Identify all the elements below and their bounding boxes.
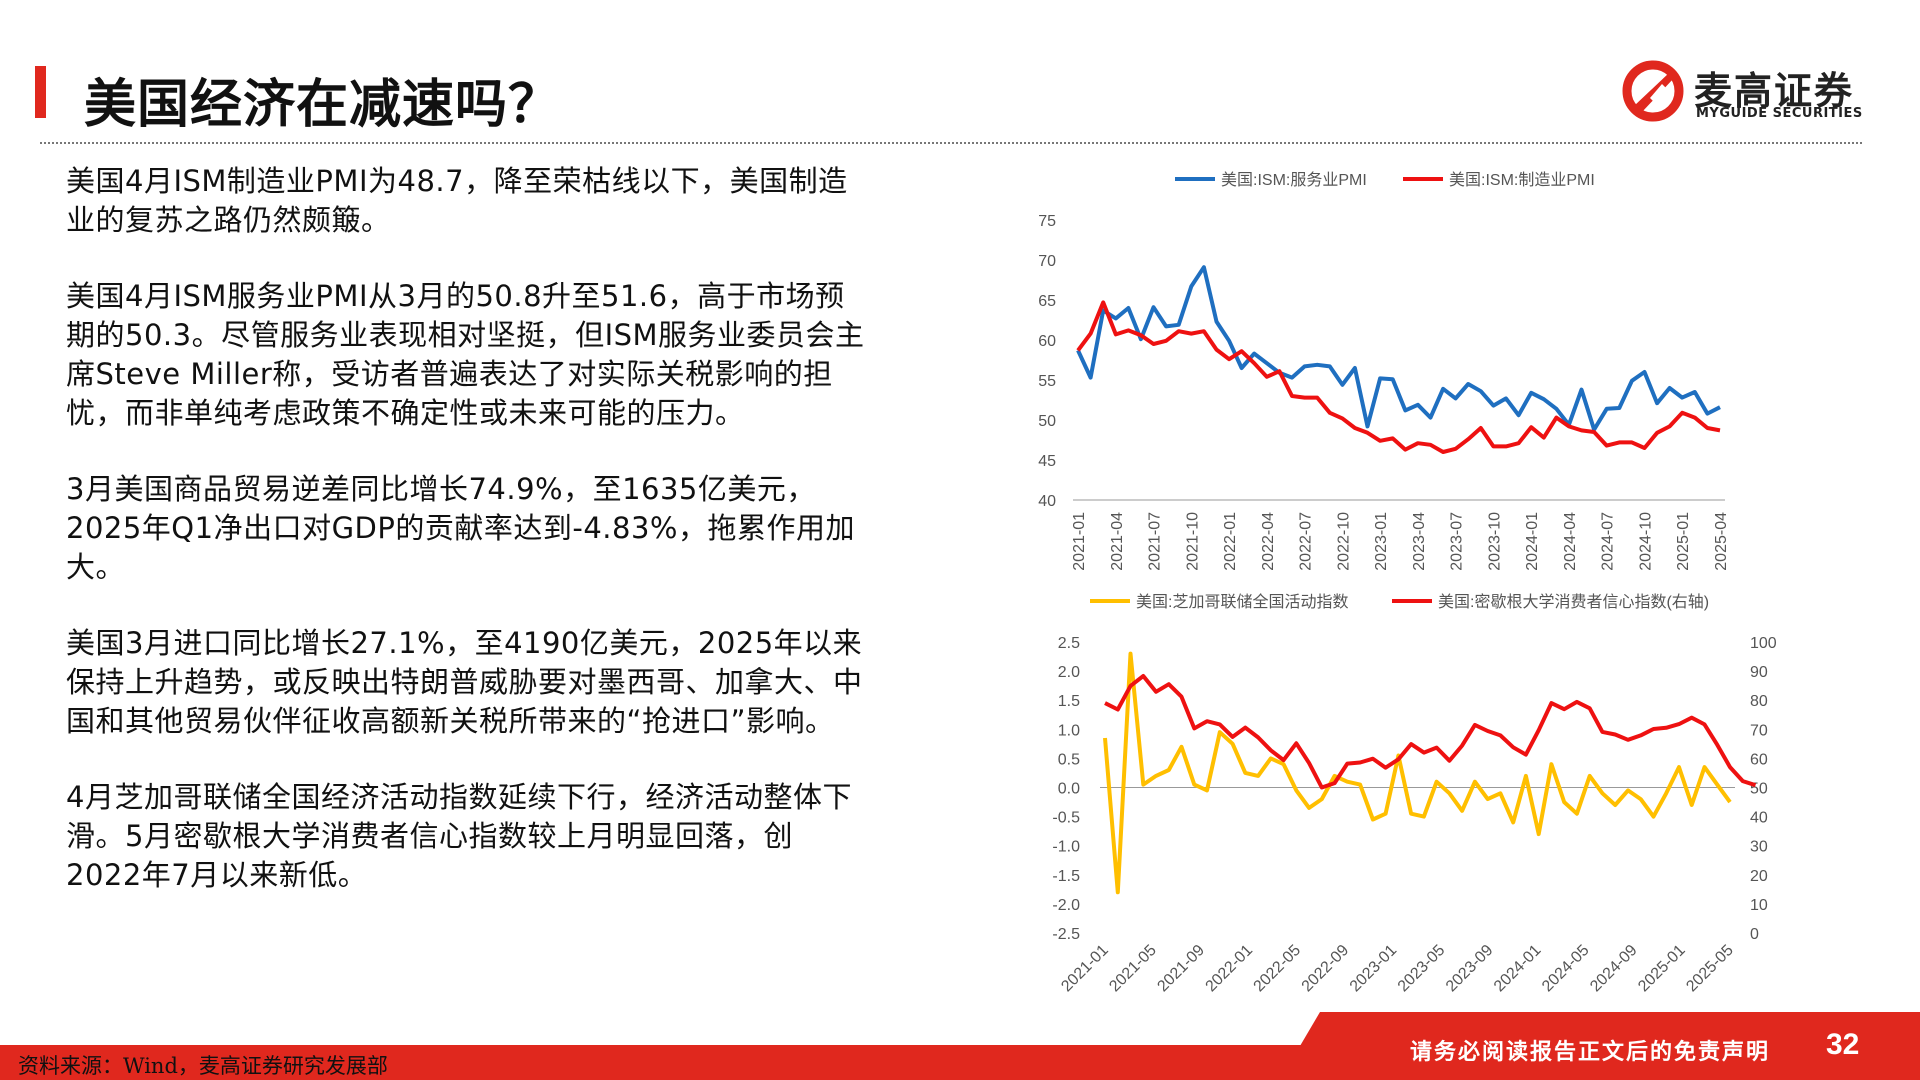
pmi-x-tick-3: 2021-10	[1184, 512, 1201, 571]
pmi-chart: 美国:ISM:服务业PMI 美国:ISM:制造业PMI 40 45 50 55 60 65 70…	[1010, 155, 1910, 585]
source-note: 资料来源：Wind，麦高证券研究发展部	[18, 1054, 388, 1078]
disclaimer-text: 请务必阅读报告正文后的免责声明	[1410, 1040, 1771, 1065]
activity-sentiment-chart-svg: 美国:芝加哥联储全国活动指数 美国:密歇根大学消费者信心指数(右轴) -2.5 -2.…	[1052, 593, 1777, 996]
cfnai-x-tick-9: 2024-01	[1491, 942, 1545, 996]
title-accent-bar	[35, 66, 46, 118]
cfnai-y-tick-3: -1.0	[1052, 839, 1080, 856]
pmi-x-tick-1: 2021-04	[1109, 512, 1126, 571]
cfnai-y-tick-8: 1.5	[1058, 693, 1080, 710]
cfnai-y-tick-7: 1.0	[1058, 722, 1080, 739]
cfnai-x-tick-3: 2022-01	[1203, 942, 1257, 996]
pmi-x-tick-6: 2022-07	[1298, 512, 1315, 571]
pmi-series-line-0	[1076, 265, 1721, 432]
pmi-legend-label-0: 美国:ISM:服务业PMI	[1221, 171, 1367, 189]
cfnai-y2-tick-4: 40	[1750, 810, 1768, 827]
pmi-x-tick-8: 2023-01	[1373, 512, 1390, 571]
pmi-x-tick-15: 2024-10	[1637, 512, 1654, 571]
cfnai-x-tick-7: 2023-05	[1395, 942, 1449, 996]
cfnai-y-tick-4: -0.5	[1052, 810, 1080, 827]
cfnai-x-tick-10: 2024-05	[1539, 942, 1593, 996]
cfnai-y2-tick-8: 80	[1750, 693, 1768, 710]
pmi-x-tick-16: 2025-01	[1675, 512, 1692, 571]
pmi-x-tick-14: 2024-07	[1600, 512, 1617, 571]
cfnai-x-tick-1: 2021-05	[1106, 942, 1160, 996]
pmi-y-tick-2: 50	[1038, 413, 1056, 430]
paragraph-manufacturing-pmi: 美国4月ISM制造业PMI为48.7，降至荣枯线以下，美国制造业的复苏之路仍然颇…	[66, 164, 848, 237]
cfnai-x-tick-13: 2025-05	[1683, 942, 1737, 996]
page-title: 美国经济在减速吗？	[84, 74, 562, 135]
page-number: 32	[1826, 1028, 1860, 1061]
cfnai-y-tick-0: -2.5	[1052, 926, 1080, 943]
cfnai-x-tick-5: 2022-09	[1299, 942, 1353, 996]
cfnai-y2-tick-10: 100	[1750, 635, 1777, 652]
cfnai-y-tick-6: 0.5	[1058, 751, 1080, 768]
pmi-chart-svg: 美国:ISM:服务业PMI 美国:ISM:制造业PMI 40 45 50 55 60 65 70…	[1038, 171, 1730, 571]
cfnai-x-tick-8: 2023-09	[1443, 942, 1497, 996]
cfnai-y2-tick-6: 60	[1750, 751, 1768, 768]
pmi-x-tick-0: 2021-01	[1071, 512, 1088, 571]
activity-sentiment-chart: 美国:芝加哥联储全国活动指数 美国:密歇根大学消费者信心指数(右轴) -2.5 -2.…	[1010, 585, 1910, 1005]
disclaimer-box	[1320, 1012, 1920, 1080]
cfnai-legend-label-0: 美国:芝加哥联储全国活动指数	[1136, 593, 1348, 611]
logo-subtitle: MYGUIDE SECURITIES	[1696, 106, 1863, 121]
cfnai-legend-label-1: 美国:密歇根大学消费者信心指数(右轴)	[1438, 593, 1709, 611]
pmi-x-tick-10: 2023-07	[1449, 512, 1466, 571]
cfnai-y2-tick-1: 10	[1750, 897, 1768, 914]
cfnai-y2-tick-7: 70	[1750, 722, 1768, 739]
cfnai-x-tick-0: 2021-01	[1058, 942, 1112, 996]
pmi-y-tick-5: 65	[1038, 293, 1056, 310]
pmi-x-tick-4: 2022-01	[1222, 512, 1239, 571]
cfnai-y-tick-9: 2.0	[1058, 664, 1080, 681]
cfnai-series-line-1	[1104, 674, 1757, 790]
cfnai-series-line-0	[1103, 651, 1732, 895]
cfnai-y-tick-5: 0.0	[1058, 781, 1080, 798]
paragraph-activity-sentiment: 4月芝加哥联储全国经济活动指数延续下行，经济活动整体下滑。5月密歇根大学消费者信…	[66, 780, 852, 892]
pmi-legend-label-1: 美国:ISM:制造业PMI	[1449, 171, 1595, 189]
commentary-text: 美国4月ISM制造业PMI为48.7，降至荣枯线以下，美国制造业的复苏之路仍然颇…	[66, 162, 866, 932]
pmi-y-tick-7: 75	[1038, 213, 1056, 230]
pmi-x-tick-12: 2024-01	[1524, 512, 1541, 571]
cfnai-y2-tick-9: 90	[1750, 664, 1768, 681]
pmi-x-tick-7: 2022-10	[1335, 512, 1352, 571]
header-divider	[40, 142, 1862, 144]
cfnai-y-tick-2: -1.5	[1052, 868, 1080, 885]
pmi-y-tick-3: 55	[1038, 373, 1056, 390]
paragraph-imports: 美国3月进口同比增长27.1%，至4190亿美元，2025年以来保持上升趋势，或…	[66, 626, 863, 738]
cfnai-y2-tick-3: 30	[1750, 839, 1768, 856]
cfnai-x-tick-4: 2022-05	[1251, 942, 1305, 996]
cfnai-x-tick-6: 2023-01	[1347, 942, 1401, 996]
pmi-x-tick-5: 2022-04	[1260, 512, 1277, 571]
pmi-series-line-1	[1076, 300, 1721, 454]
paragraph-services-pmi: 美国4月ISM服务业PMI从3月的50.8升至51.6，高于市场预期的50.3。…	[66, 279, 865, 430]
cfnai-y2-tick-0: 0	[1750, 926, 1759, 943]
pmi-x-tick-17: 2025-04	[1713, 512, 1730, 571]
cfnai-y2-tick-2: 20	[1750, 868, 1768, 885]
cfnai-y-tick-10: 2.5	[1058, 635, 1080, 652]
cfnai-x-tick-11: 2024-09	[1587, 942, 1641, 996]
pmi-y-tick-6: 70	[1038, 253, 1056, 270]
pmi-y-tick-1: 45	[1038, 453, 1056, 470]
logo-mark-icon	[1622, 60, 1684, 122]
company-logo: 麦高证券 MYGUIDE SECURITIES	[1620, 58, 1890, 124]
pmi-x-tick-13: 2024-04	[1562, 512, 1579, 571]
pmi-x-tick-2: 2021-07	[1147, 512, 1164, 571]
pmi-y-tick-0: 40	[1038, 493, 1056, 510]
cfnai-x-tick-2: 2021-09	[1154, 942, 1208, 996]
cfnai-x-tick-12: 2025-01	[1635, 942, 1689, 996]
pmi-y-tick-4: 60	[1038, 333, 1056, 350]
paragraph-trade-deficit: 3月美国商品贸易逆差同比增长74.9%，至1635亿美元，2025年Q1净出口对…	[66, 472, 855, 584]
pmi-x-tick-9: 2023-04	[1411, 512, 1428, 571]
logo-name: 麦高证券	[1694, 69, 1855, 113]
cfnai-y-tick-1: -2.0	[1052, 897, 1080, 914]
pmi-x-tick-11: 2023-10	[1486, 512, 1503, 571]
